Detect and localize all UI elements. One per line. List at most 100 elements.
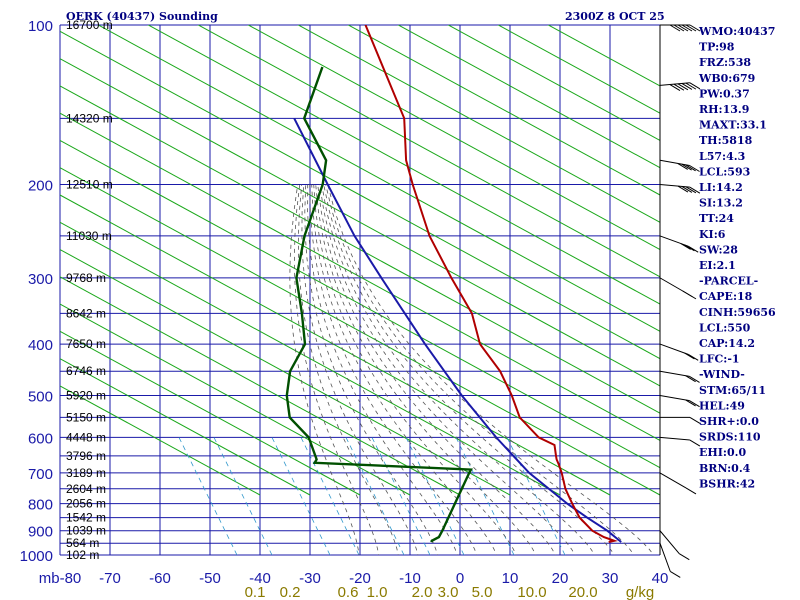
pressure-label: 800 [28, 497, 53, 514]
pressure-label: 200 [28, 178, 53, 195]
mixing-ratio-label: 0.6 [338, 584, 359, 600]
index-item: STM:65/11 [699, 384, 766, 397]
wind-barb-flag [689, 375, 700, 383]
pressure-label: 700 [28, 466, 53, 483]
mixing-ratio-label: 1.0 [367, 584, 388, 600]
pressure-label: 1000 [20, 548, 53, 565]
dry-adiabat-line [60, 330, 361, 496]
wind-barb [659, 235, 689, 247]
wind-barb [659, 277, 687, 294]
temperature-tick-label: -20 [349, 570, 371, 587]
wind-barb-flag [677, 185, 689, 193]
parcel-trace [293, 117, 622, 543]
wind-barb-flag [689, 186, 701, 194]
dry-adiabat-line [60, 303, 411, 496]
height-label: 5150 m [66, 410, 106, 424]
wind-barb-flag [685, 82, 697, 90]
index-item: SI:13.2 [699, 197, 743, 210]
wind-barb-flag [680, 243, 691, 250]
height-label: 12510 m [66, 178, 113, 192]
index-item: LCL:593 [699, 165, 750, 178]
wind-barb-flag [679, 553, 690, 561]
mixing-ratio-line [405, 437, 465, 555]
pressure-label: 400 [28, 337, 53, 354]
index-item: RH:13.9 [699, 103, 749, 116]
wind-barb-flag [685, 164, 696, 172]
mixing-ratio-label: 2.0 [412, 584, 433, 600]
wind-barb-flag [687, 245, 699, 253]
mixing-ratio-label: 0.2 [280, 584, 301, 600]
moist-adiabat-line [309, 184, 478, 555]
wind-barb-flag [689, 82, 701, 90]
wind-barb-flag [669, 84, 681, 91]
pressure-label: 100 [28, 18, 53, 35]
wind-barb [659, 159, 690, 166]
index-item: CAPE:18 [699, 290, 753, 303]
wind-barb-flag [673, 83, 685, 91]
wind-barb-flag [681, 163, 692, 171]
wind-barb-flag [677, 83, 689, 91]
grid [59, 24, 661, 556]
height-label: 8642 m [66, 306, 106, 320]
index-item: MAXT:33.1 [699, 119, 767, 132]
mixing-ratio-line [371, 437, 431, 555]
index-item: SHR+:0.0 [699, 415, 759, 428]
moist-adiabats [289, 184, 655, 555]
wind-barb-flag [684, 244, 695, 252]
height-label: 9768 m [66, 271, 106, 285]
wind-barb-flag [689, 439, 701, 447]
wind-barb [659, 184, 690, 188]
chart-title: OERK (40437) Sounding [66, 10, 218, 23]
temperature-tick-label: -40 [249, 570, 271, 587]
mixing-ratio-line [300, 437, 360, 555]
index-item: CINH:59656 [699, 306, 776, 319]
height-label: 14320 m [66, 111, 113, 125]
wind-barb-flag [689, 400, 700, 408]
pressure-label: 300 [28, 271, 53, 288]
wind-barb-flag [685, 487, 697, 495]
moist-adiabat-line [297, 184, 399, 555]
index-item: BRN:0.4 [699, 462, 751, 475]
mixing-ratio-label: 5.0 [472, 584, 493, 600]
indices-list: WMO:40437 TP:98 FRZ:538 WB0:679 PW:0.37 RH:13… [698, 25, 776, 490]
dry-adiabat-line [60, 58, 660, 387]
wind-barb-flag [670, 570, 681, 578]
wind-barb [659, 530, 680, 555]
wind-barb [659, 543, 671, 572]
mixing-ratio-line [178, 437, 238, 555]
moist-adiabat-line [317, 184, 556, 555]
wind-barb-flag [685, 24, 697, 32]
index-item: PW:0.37 [699, 87, 750, 100]
mixing-ratio-label: 3.0 [438, 584, 459, 600]
moist-adiabat-line [325, 184, 635, 555]
index-item: TH:5818 [699, 134, 753, 147]
index-item: CAP:14.2 [699, 337, 755, 350]
height-label: 5920 m [66, 388, 106, 402]
dry-adiabat-line [60, 30, 660, 360]
pressure-label: 500 [28, 388, 53, 405]
mixing-ratio-lines [178, 437, 566, 555]
index-item: L57:4.3 [699, 150, 745, 163]
wind-barb [659, 394, 690, 402]
wind-barb [659, 472, 687, 489]
dry-adiabat-line [60, 112, 660, 442]
moist-adiabat-line [321, 184, 596, 555]
pressure-label: 900 [28, 524, 53, 541]
wind-barb-flag [682, 290, 693, 298]
index-item: SW:28 [699, 243, 738, 256]
wind-barb-flag [669, 24, 681, 32]
temperature-tick-label: 30 [602, 570, 619, 587]
mixing-ratio-label: 0.1 [245, 584, 266, 600]
dry-adiabat-line [60, 167, 660, 496]
moist-adiabat-line [293, 184, 379, 555]
height-label: 564 m [66, 536, 99, 550]
dry-adiabat-line [60, 194, 611, 496]
wind-barb-flag [685, 186, 697, 194]
height-label: 11030 m [66, 229, 112, 243]
mixing-ratio-line [506, 437, 566, 555]
index-item: SRDS:110 [699, 431, 761, 444]
wind-barb-flag [681, 24, 693, 32]
wind-barb [659, 370, 690, 377]
index-item: -WIND- [699, 368, 745, 381]
